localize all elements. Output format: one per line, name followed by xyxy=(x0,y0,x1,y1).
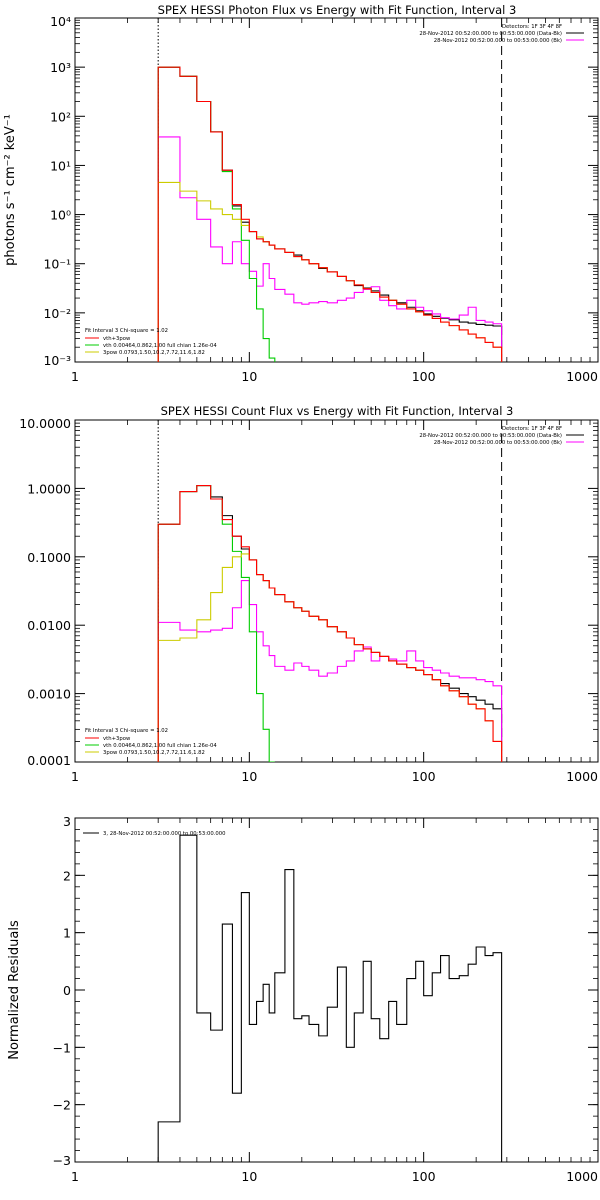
series-line-2 xyxy=(157,66,276,362)
y-tick-label: 2 xyxy=(63,868,71,883)
x-tick-label: 100 xyxy=(412,769,436,784)
x-tick-label: 100 xyxy=(412,369,436,384)
x-tick-label: 1000 xyxy=(566,769,598,784)
x-tick-label: 1 xyxy=(71,769,79,784)
series-line-1 xyxy=(157,136,503,362)
photon-flux-title: SPEX HESSI Photon Flux vs Energy with Fi… xyxy=(158,3,517,17)
y-tick-label: 1.0000 xyxy=(27,481,71,496)
residuals-panel: 1 10 100 1000 −3 −2 −1 0 1 2 3 Normalized Residuals… xyxy=(7,814,599,1184)
plot-frame xyxy=(74,419,599,763)
fit-legend-label: vth+3pow xyxy=(103,736,131,742)
header-line: 28-Nov-2012 00:52:00.000 to 00:53:00.000… xyxy=(434,440,562,446)
x-tick-label: 10 xyxy=(241,769,257,784)
y-tick-label: 0 xyxy=(63,983,71,998)
fit-legend-label: 3pow 0.0793,1.50,10.2,7.72,11.6,1.82 xyxy=(103,350,205,356)
series-line-2 xyxy=(157,485,275,762)
series-line-0 xyxy=(157,834,503,1162)
x-tick-label: 1000 xyxy=(566,1169,598,1184)
y-tick-label: 10⁻³ xyxy=(43,353,71,368)
fit-legend-label: vth 0.00464,0.862,1.00 full chian 1.26e-… xyxy=(103,743,217,749)
fit-legend-title: Fit Interval 3 Chi-square = 1.02 xyxy=(85,728,168,734)
y-tick-label: −1 xyxy=(53,1040,71,1055)
residual-legend-label: 3, 28-Nov-2012 00:52:00.000 to 00:53:00.… xyxy=(103,831,226,837)
y-axis-label: photons s⁻¹ cm⁻² keV⁻¹ xyxy=(3,114,18,266)
series-line-1 xyxy=(157,579,503,762)
y-tick-label: 3 xyxy=(63,814,71,829)
count-flux-panel: SPEX HESSI Count Flux vs Energy with Fit… xyxy=(19,404,599,784)
y-tick-label: 0.0001 xyxy=(27,753,71,768)
y-tick-label: 0.0100 xyxy=(27,618,71,633)
y-tick-label: 10⁰ xyxy=(50,208,71,223)
y-tick-label: 10¹ xyxy=(50,158,71,173)
header-line: 28-Nov-2012 00:52:00.000 to 00:53:00.000… xyxy=(434,38,562,44)
y-tick-label: 1 xyxy=(63,926,71,941)
series-line-3 xyxy=(157,553,503,762)
y-tick-label: 0.0010 xyxy=(27,687,71,702)
photon-flux-panel: SPEX HESSI Photon Flux vs Energy with Fi… xyxy=(3,3,599,384)
header-line: 28-Nov-2012 00:52:00.000 to 00:53:00.000… xyxy=(419,433,562,439)
count-flux-title: SPEX HESSI Count Flux vs Energy with Fit… xyxy=(161,404,514,418)
y-tick-label: 10³ xyxy=(50,60,71,75)
x-tick-label: 1000 xyxy=(566,369,598,384)
x-tick-label: 1 xyxy=(71,369,79,384)
y-tick-label: 10⁴ xyxy=(50,14,71,29)
fit-legend-label: vth 0.00464,0.862,1.00 full chian 1.26e-… xyxy=(103,343,217,349)
series-line-0 xyxy=(157,485,503,762)
series-line-0 xyxy=(157,66,503,362)
x-tick-label: 1 xyxy=(71,1169,79,1184)
y-tick-label: −2 xyxy=(53,1098,71,1113)
header-line: 28-Nov-2012 00:52:00.000 to 00:53:00.000… xyxy=(419,31,562,37)
fit-legend-label: 3pow 0.0793,1.50,10.2,7.72,11.6,1.82 xyxy=(103,750,205,756)
series-line-4 xyxy=(157,66,503,362)
x-tick-label: 10 xyxy=(241,369,257,384)
y-tick-label: 0.1000 xyxy=(27,550,71,565)
y-tick-label: −3 xyxy=(53,1153,71,1168)
fit-legend-title: Fit Interval 3 Chi-square = 1.02 xyxy=(85,328,168,334)
header-line: Detectors: 1F 3F 4F 8F xyxy=(502,426,562,432)
plot-frame xyxy=(74,17,599,363)
series-line-4 xyxy=(157,485,503,762)
y-axis-label: Normalized Residuals xyxy=(7,920,22,1060)
y-tick-label: 10.0000 xyxy=(19,416,71,431)
y-tick-label: 10⁻¹ xyxy=(43,257,71,272)
fit-legend-label: vth+3pow xyxy=(103,336,131,342)
y-tick-label: 10⁻² xyxy=(43,306,71,321)
x-tick-label: 100 xyxy=(412,1169,436,1184)
plot-frame xyxy=(74,817,599,1163)
y-tick-label: 10² xyxy=(50,109,71,124)
header-line: Detectors: 1F 3F 4F 8F xyxy=(502,24,562,30)
x-tick-label: 10 xyxy=(241,1169,257,1184)
